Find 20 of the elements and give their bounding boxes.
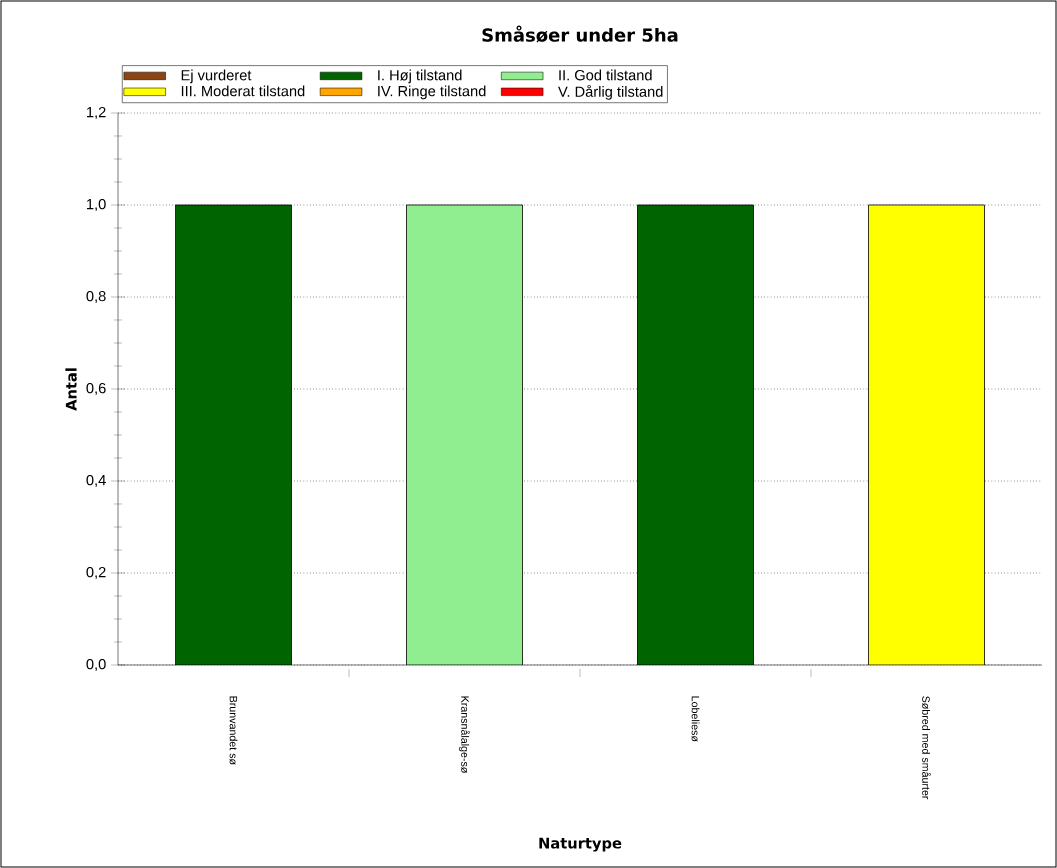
x-tick-label: Lobeliesø xyxy=(691,696,700,742)
legend-label: V. Dårlig tilstand xyxy=(558,84,663,100)
chart-title: Småsøer under 5ha xyxy=(482,25,678,43)
y-tick-label: 0,0 xyxy=(86,658,106,672)
y-tick-label: 1,0 xyxy=(87,198,106,212)
y-tick-label: 0,2 xyxy=(86,566,106,580)
legend-label: IV. Ringe tilstand xyxy=(378,85,486,100)
x-axis-title: Naturtype xyxy=(539,837,622,852)
x-tick-label: Kransnålalge-sø xyxy=(459,696,470,774)
legend-label: III. Moderat tilstand xyxy=(181,85,305,97)
x-tick-label: Søbred med småurter xyxy=(922,696,931,800)
legend-label: II. God tilstand xyxy=(559,69,652,81)
legend-label: I. Høj tilstand xyxy=(378,69,462,84)
y-tick-label: 0,8 xyxy=(86,290,106,304)
x-tick-label: Brunvandet sø xyxy=(229,696,238,765)
y-axis-title: Antal xyxy=(65,368,77,411)
y-tick-label: 1,2 xyxy=(87,106,106,120)
y-tick-label: 0,4 xyxy=(86,474,106,488)
legend-label: Ej vurderet xyxy=(181,69,252,84)
y-tick-label: 0,6 xyxy=(86,382,106,396)
